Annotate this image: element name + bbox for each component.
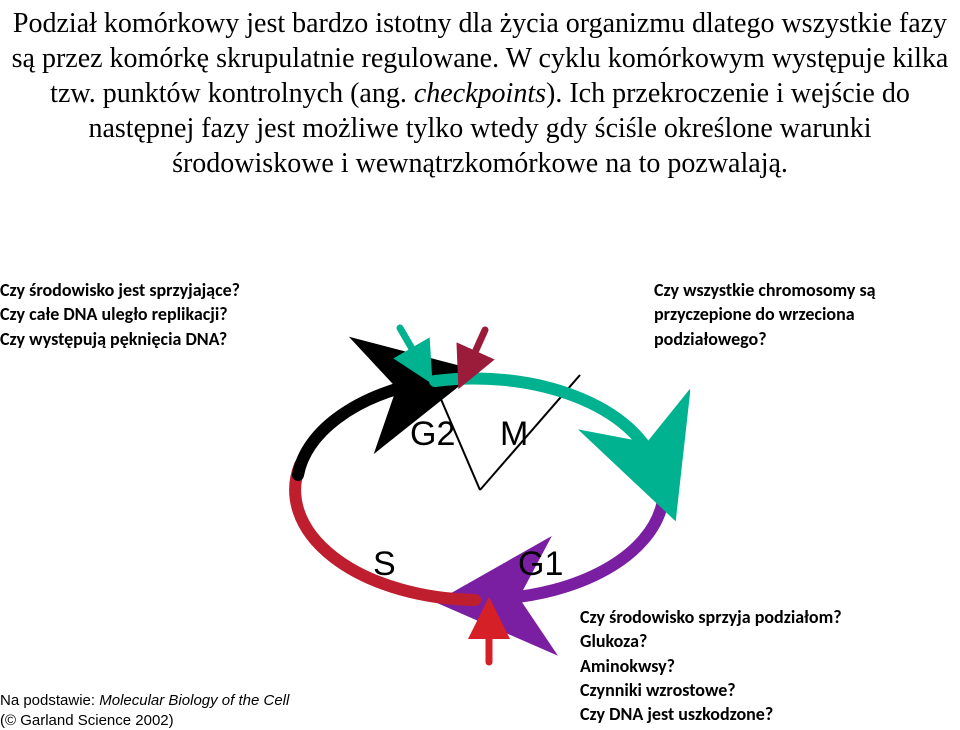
questions-right-top: Czy wszystkie chromosomy są przyczepione… xyxy=(654,278,954,351)
m-arc xyxy=(435,378,655,465)
g2-arc xyxy=(298,383,420,475)
questions-right-bottom-line: Czy DNA jest uszkodzone? xyxy=(580,702,940,726)
footer-line2: (© Garland Science 2002) xyxy=(0,711,289,730)
questions-right-top-line: Czy wszystkie chromosomy są xyxy=(654,278,954,302)
phase-label-s: S xyxy=(373,545,396,584)
questions-left-top-line: Czy środowisko jest sprzyjające? xyxy=(0,278,280,302)
main-paragraph: Podział komórkowy jest bardzo istotny dl… xyxy=(0,0,960,181)
checkpoint-arrow-m xyxy=(467,330,485,370)
footer-attribution: Na podstawie: Molecular Biology of the C… xyxy=(0,691,289,730)
page: Podział komórkowy jest bardzo istotny dl… xyxy=(0,0,960,730)
questions-right-top-line: przyczepione do wrzeciona xyxy=(654,302,954,326)
main-paragraph-italic: checkpoints xyxy=(414,78,546,109)
footer-line1-prefix: Na podstawie: xyxy=(0,692,99,709)
questions-left-top-line: Czy całe DNA uległo replikacji? xyxy=(0,302,280,326)
questions-left-top: Czy środowisko jest sprzyjające? Czy cał… xyxy=(0,278,280,351)
cell-cycle-svg xyxy=(270,300,690,670)
phase-label-g1: G1 xyxy=(518,545,563,584)
cell-cycle-diagram: G2 M S G1 xyxy=(270,300,690,670)
footer-line1-italic: Molecular Biology of the Cell xyxy=(99,692,289,709)
phase-label-g2: G2 xyxy=(410,415,455,454)
questions-left-top-line: Czy występują pęknięcia DNA? xyxy=(0,327,280,351)
phase-label-m: M xyxy=(500,415,528,454)
checkpoint-arrow-g2m xyxy=(400,328,422,366)
questions-right-bottom-line: Czynniki wzrostowe? xyxy=(580,678,940,702)
questions-right-top-line: podziałowego? xyxy=(654,327,954,351)
footer-line1: Na podstawie: Molecular Biology of the C… xyxy=(0,691,289,711)
